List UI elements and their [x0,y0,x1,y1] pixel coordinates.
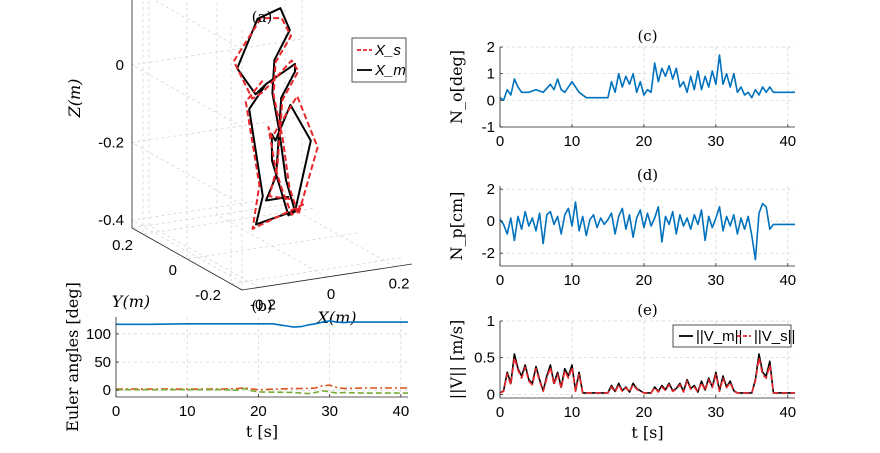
x-tick-label-c-4: 40 [779,133,796,150]
y-tick-label-a-2: 0.2 [112,237,133,254]
x-tick-label-b-3: 30 [321,403,338,420]
y-tick-label-e-1: 0.5 [474,350,495,367]
x-tick-label-e-1: 10 [564,404,581,421]
series-line-b-1 [116,384,408,391]
x-tick-label-a-0: -0.2 [250,296,276,313]
legend-label-a-1: X_m [374,62,406,79]
y-tick-label-b-1: 50 [94,354,111,371]
x-tick-label-b-0: 0 [112,403,120,420]
series-line-b-0 [116,320,408,328]
panel-title-e: (e) [637,301,658,319]
panel-e-velocity-norm: 0 10 20 30 40 0 0.5 1 (e) t [s] ||V|| [m/s] ||V_m||… [447,301,796,442]
legend-label-e-1: ||V_s|| [754,328,795,345]
y-axis-label-d: N_p[cm] [447,192,466,261]
y-tick-label-b-2: 100 [86,326,111,343]
legend-box-a [351,37,407,83]
z-axis-label-a: Z(m) [65,79,84,119]
x-tick-label-c-1: 10 [564,133,581,150]
x-tick-label-e-2: 20 [636,404,653,421]
trajectory-line-1 [232,17,319,230]
z-gridline-0 [153,0,243,50]
y-tick-label-c-0: -1 [482,119,495,136]
panel-b-euler-angles: 0 10 20 30 40 0 50 100 (b) t [s] Euler angles [deg… [63,282,409,441]
z-tick-label-a-2: -0.2 [98,135,124,152]
y-axis-label-a: Y(m) [112,292,150,311]
series-line-b-2 [116,387,408,395]
x-gridline-a-0 [148,0,260,288]
x-tick-label-a-2: 0.2 [389,276,410,293]
x-axis-label-e: t [s] [631,423,663,442]
panel-title-b: (b) [251,297,272,315]
x-tick-label-b-1: 10 [179,403,196,420]
y-tick-label-c-3: 2 [487,39,495,56]
x-axis-label-b: t [s] [246,422,278,441]
box-edge-left [131,0,243,291]
x-tick-label-a-1: 0 [327,286,335,303]
z-tick-label-a-1: 0 [116,57,124,74]
y-tick-label-c-2: 1 [487,66,495,83]
x-tick-label-c-0: 0 [496,133,504,150]
x-tick-label-d-4: 40 [779,272,796,289]
x-tick-label-d-0: 0 [496,272,504,289]
y-axis-label-b: Euler angles [deg] [63,282,82,432]
y-tick-label-d-2: 2 [487,181,495,198]
x-tick-label-b-2: 20 [250,403,267,420]
x-axis-label-a: X(m) [315,308,356,327]
x-tick-label-c-3: 30 [708,133,725,150]
panel-title-c: (c) [637,27,657,45]
series-line-e-1 [499,356,795,394]
y-tick-label-a-0: -0.2 [195,287,221,304]
y-tick-label-b-0: 0 [103,382,111,399]
legend-label-a-0: X_s [374,42,401,59]
legend-box-e [672,324,792,348]
y-tick-label-c-1: 0 [487,92,495,109]
x-tick-label-d-1: 10 [564,272,581,289]
series-line-c-0 [499,54,795,102]
y-tick-label-e-0: 0 [487,386,495,403]
x-tick-label-e-3: 30 [708,404,725,421]
panel-title-d: (d) [637,166,658,184]
x-tick-label-e-0: 0 [496,404,504,421]
x-tick-label-d-2: 20 [636,272,653,289]
y-tick-label-d-1: 0 [487,213,495,230]
panel-title-a: (a) [252,8,273,26]
x-axis-a [241,263,413,291]
z-tick-label-a-3: -0.4 [98,212,124,229]
panel-d-position-error: 0 10 20 30 40-202(d)N_p[cm] [447,166,796,289]
panel-a-3d-trajectory: -0.200.2-0.200.20.20-0.2-0.4X(m)Y(m)Z(m)… [65,0,413,327]
y-tick-label-a-1: 0 [169,262,177,279]
x-gridline-a-1 [216,0,328,278]
y-axis-label-e: ||V|| [m/s] [447,320,466,399]
x-tick-label-d-3: 30 [708,272,725,289]
y-tick-label-d-0: -2 [482,245,495,262]
legend-label-e-0: ||V_m|| [696,328,742,345]
y-gridline-a-1 [186,0,358,260]
trajectory-line-0 [236,7,312,226]
x-tick-label-c-2: 20 [636,133,653,150]
y-tick-label-e-2: 1 [487,313,495,330]
series-line-d-0 [499,201,795,261]
y-axis-label-c: N_o[deg] [447,50,466,124]
x-tick-label-b-4: 40 [393,403,410,420]
y-axis-a [131,227,243,291]
x-tick-label-e-4: 40 [779,404,796,421]
